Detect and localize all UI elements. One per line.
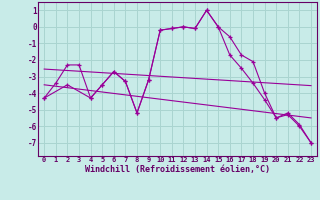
X-axis label: Windchill (Refroidissement éolien,°C): Windchill (Refroidissement éolien,°C): [85, 165, 270, 174]
